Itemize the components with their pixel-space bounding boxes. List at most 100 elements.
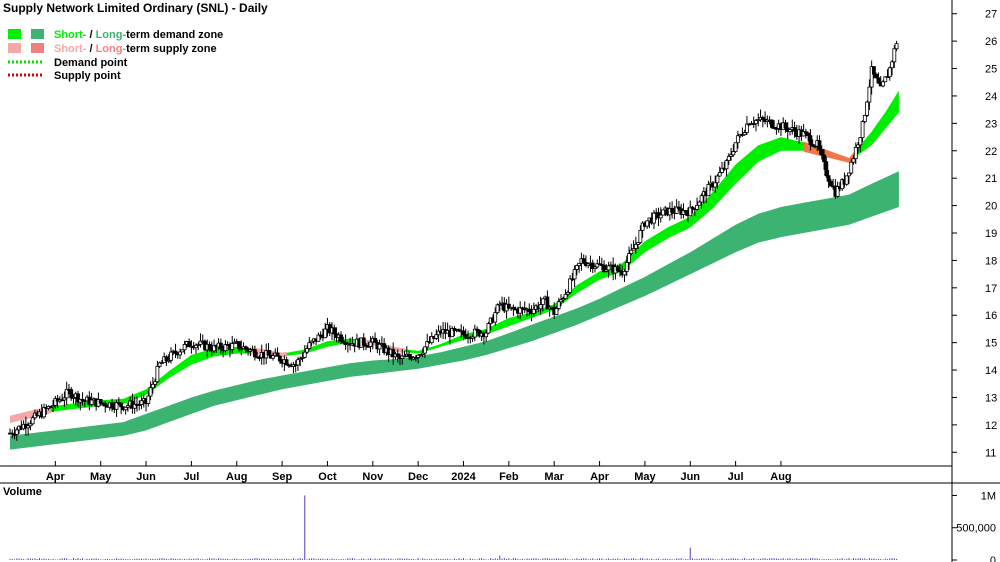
candle-body-up <box>697 201 702 206</box>
candle-body-down <box>826 175 831 182</box>
candle-body-up <box>71 397 76 399</box>
candle-body-down <box>463 334 468 339</box>
candle-body-down <box>243 346 248 350</box>
candle-body-up <box>715 175 720 184</box>
candle-body-up <box>883 76 888 83</box>
candle-body-up <box>89 399 94 405</box>
price-tick-label: 13 <box>985 392 997 404</box>
candle-body-up <box>368 341 373 347</box>
candle-body-down <box>677 206 681 210</box>
candle-body-up <box>497 303 502 306</box>
candle-body-down <box>10 432 15 435</box>
candle-body-up <box>160 362 164 364</box>
x-tick-label: Mar <box>544 471 564 483</box>
candle-body-up <box>139 400 144 405</box>
candle-body-down <box>252 349 257 358</box>
candle-body-up <box>554 308 559 315</box>
candle-body-up <box>472 328 477 338</box>
candle-body-up <box>416 354 421 358</box>
candle-body-up <box>801 131 806 137</box>
volume-tick-label: 0 <box>990 555 996 562</box>
candle-body-up <box>624 262 629 272</box>
candle-body-up <box>862 115 867 122</box>
candle-body-up <box>166 359 171 362</box>
x-tick-label: Feb <box>499 471 519 483</box>
candle-body-down <box>817 140 822 151</box>
x-tick-label: Apr <box>590 471 610 483</box>
candle-body-up <box>169 351 173 361</box>
short-term-demand-zone <box>10 90 899 423</box>
candle-body-down <box>760 117 765 120</box>
candle-body-up <box>568 278 572 293</box>
chart-title: Supply Network Limited Ordinary (SNL) - … <box>3 1 268 15</box>
candle-body-up <box>62 397 67 401</box>
candle-body-up <box>851 158 856 163</box>
candle-body-down <box>284 359 289 366</box>
price-tick-label: 25 <box>985 64 997 76</box>
price-tick-label: 11 <box>985 447 996 459</box>
candle-body-up <box>745 123 749 133</box>
candle-body-down <box>808 135 813 145</box>
candle-body-up <box>540 298 545 305</box>
candle-body-down <box>361 337 366 346</box>
demand-point-legend-label: Demand point <box>54 57 128 69</box>
candle-body-up <box>595 263 600 268</box>
candle-body-up <box>114 402 119 410</box>
candle-body-down <box>475 328 480 331</box>
candle-body-up <box>586 263 591 267</box>
candle-body-up <box>658 214 663 219</box>
legend: Short- / Long-term demand zone Short- / L… <box>8 29 223 82</box>
candle-body-up <box>869 66 874 88</box>
candle-body-down <box>395 353 400 357</box>
x-tick-label: Dec <box>408 471 428 483</box>
price-tick-label: 19 <box>985 228 997 240</box>
long-term-supply-swatch <box>31 43 44 53</box>
x-tick-label: Jun <box>680 471 700 483</box>
candle-body-down <box>332 327 337 335</box>
candle-body-up <box>178 351 182 356</box>
candle-body-up <box>298 358 303 361</box>
candle-body-up <box>26 425 31 429</box>
long-term-demand-zone <box>10 171 899 450</box>
candle-body-up <box>180 349 185 353</box>
long-term-demand-swatch <box>31 29 44 39</box>
x-tick-label: Oct <box>318 471 337 483</box>
candle-body-down <box>275 352 280 357</box>
candle-body-up <box>629 249 634 254</box>
candle-body-up <box>885 76 890 79</box>
candle-body-up <box>155 365 160 383</box>
candle-body-down <box>373 337 377 343</box>
candle-body-down <box>751 123 756 125</box>
candle-body-down <box>769 119 774 128</box>
candle-body-up <box>733 142 738 152</box>
candle-body-up <box>853 146 858 160</box>
candle-body-up <box>423 346 427 354</box>
candle-body-up <box>849 161 854 174</box>
candle-body-up <box>688 206 693 217</box>
candle-body-up <box>735 135 740 144</box>
candle-body-down <box>581 258 586 263</box>
candle-body-up <box>223 344 228 352</box>
demand-zone-legend-label: Short- / Long-term demand zone <box>54 29 223 41</box>
candle-body-up <box>695 204 699 210</box>
candle-body-up <box>636 242 640 245</box>
candle-body-down <box>413 357 418 359</box>
candle-body-down <box>828 180 833 187</box>
candle-body-up <box>153 381 158 385</box>
supply-point-legend-label: Supply point <box>54 70 121 82</box>
candle-body-up <box>844 175 849 185</box>
candle-body-up <box>194 344 198 349</box>
candle-body-down <box>103 402 108 407</box>
candle-body-up <box>604 269 609 272</box>
price-tick-label: 22 <box>985 146 997 158</box>
candle-body-up <box>531 308 536 314</box>
candle-body-down <box>772 127 777 129</box>
candle-body-up <box>212 344 216 352</box>
candle-body-down <box>783 122 788 129</box>
x-tick-label: Sep <box>272 471 292 483</box>
candle-body-up <box>470 336 475 339</box>
candle-body-down <box>364 344 368 347</box>
candle-body-down <box>98 399 103 404</box>
